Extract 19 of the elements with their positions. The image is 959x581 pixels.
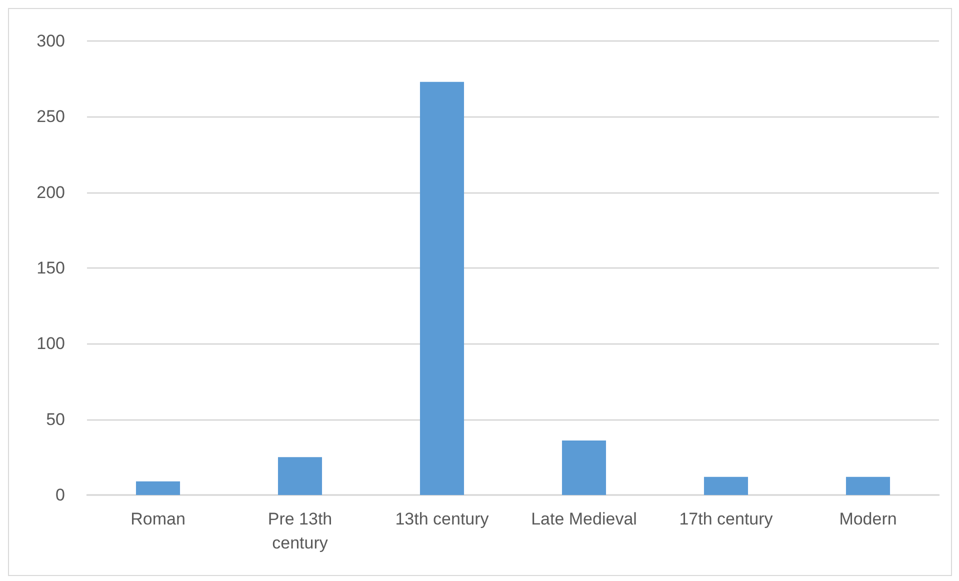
y-tick-label: 300 — [36, 32, 65, 50]
y-tick-label: 150 — [36, 258, 65, 278]
y-tick-label: 0 — [56, 486, 65, 504]
bar — [846, 476, 890, 495]
y-tick-label: 50 — [46, 410, 65, 429]
bar — [420, 82, 464, 495]
bar — [562, 440, 606, 495]
x-tick-label: Roman — [130, 510, 186, 528]
y-tick-label: 100 — [36, 334, 65, 354]
bar — [278, 457, 322, 495]
bar — [136, 481, 180, 495]
x-tick-label: 13th century — [395, 510, 490, 528]
x-tick-label: 17th century — [679, 510, 774, 528]
y-tick-label: 200 — [36, 182, 65, 202]
x-tick-label: Modern — [839, 510, 897, 528]
bar — [704, 476, 748, 495]
y-tick-label: 250 — [36, 107, 65, 126]
x-tick-label: Pre 13th century — [268, 510, 332, 552]
x-tick-label: Late Medieval — [531, 510, 637, 528]
